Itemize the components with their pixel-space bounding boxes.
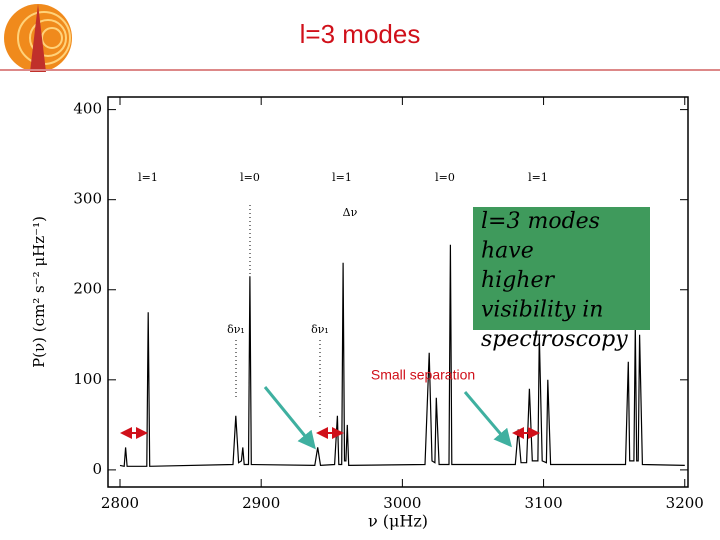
- spectrum-line: [119, 244, 685, 468]
- arrow-label: Small separation: [371, 367, 475, 383]
- y-tick-label: 200: [73, 280, 102, 298]
- y-tick-label: 400: [73, 100, 102, 118]
- callout-box: [473, 207, 650, 330]
- plot-frame: [107, 96, 689, 488]
- dotted-guides: [235, 205, 321, 420]
- y-axis-label: P(ν) (cm² s⁻² μHz⁻¹): [30, 216, 48, 368]
- y-tick-label: 0: [92, 460, 102, 478]
- mode-label: l=1: [138, 171, 158, 184]
- x-tick-label: 3200: [666, 494, 704, 512]
- callout-line: higher: [481, 268, 555, 293]
- logo: [4, 4, 72, 72]
- callout-line: spectroscopy: [481, 327, 628, 352]
- spacing-label: Δν: [343, 206, 358, 219]
- callout-line: have: [481, 239, 534, 264]
- callout-line: visibility in: [481, 298, 603, 323]
- mode-label: l=1: [528, 171, 548, 184]
- mode-label: l=1: [332, 171, 352, 184]
- y-tick-label: 300: [73, 190, 102, 208]
- arrows: [120, 386, 540, 450]
- mode-label: l=0: [435, 171, 455, 184]
- mode-label: l=0: [240, 171, 260, 184]
- callout-line: l=3 modes: [481, 209, 600, 234]
- x-tick-label: 3000: [383, 494, 421, 512]
- x-tick-label: 2800: [101, 494, 139, 512]
- spacing-label: δν₁: [227, 323, 245, 336]
- spacing-label: δν₁: [311, 323, 329, 336]
- y-tick-label: 100: [73, 370, 102, 388]
- x-tick-label: 3100: [524, 494, 562, 512]
- x-tick-label: 2900: [242, 494, 280, 512]
- slide-title: l=3 modes: [300, 19, 421, 49]
- x-axis-label: ν (μHz): [368, 512, 428, 531]
